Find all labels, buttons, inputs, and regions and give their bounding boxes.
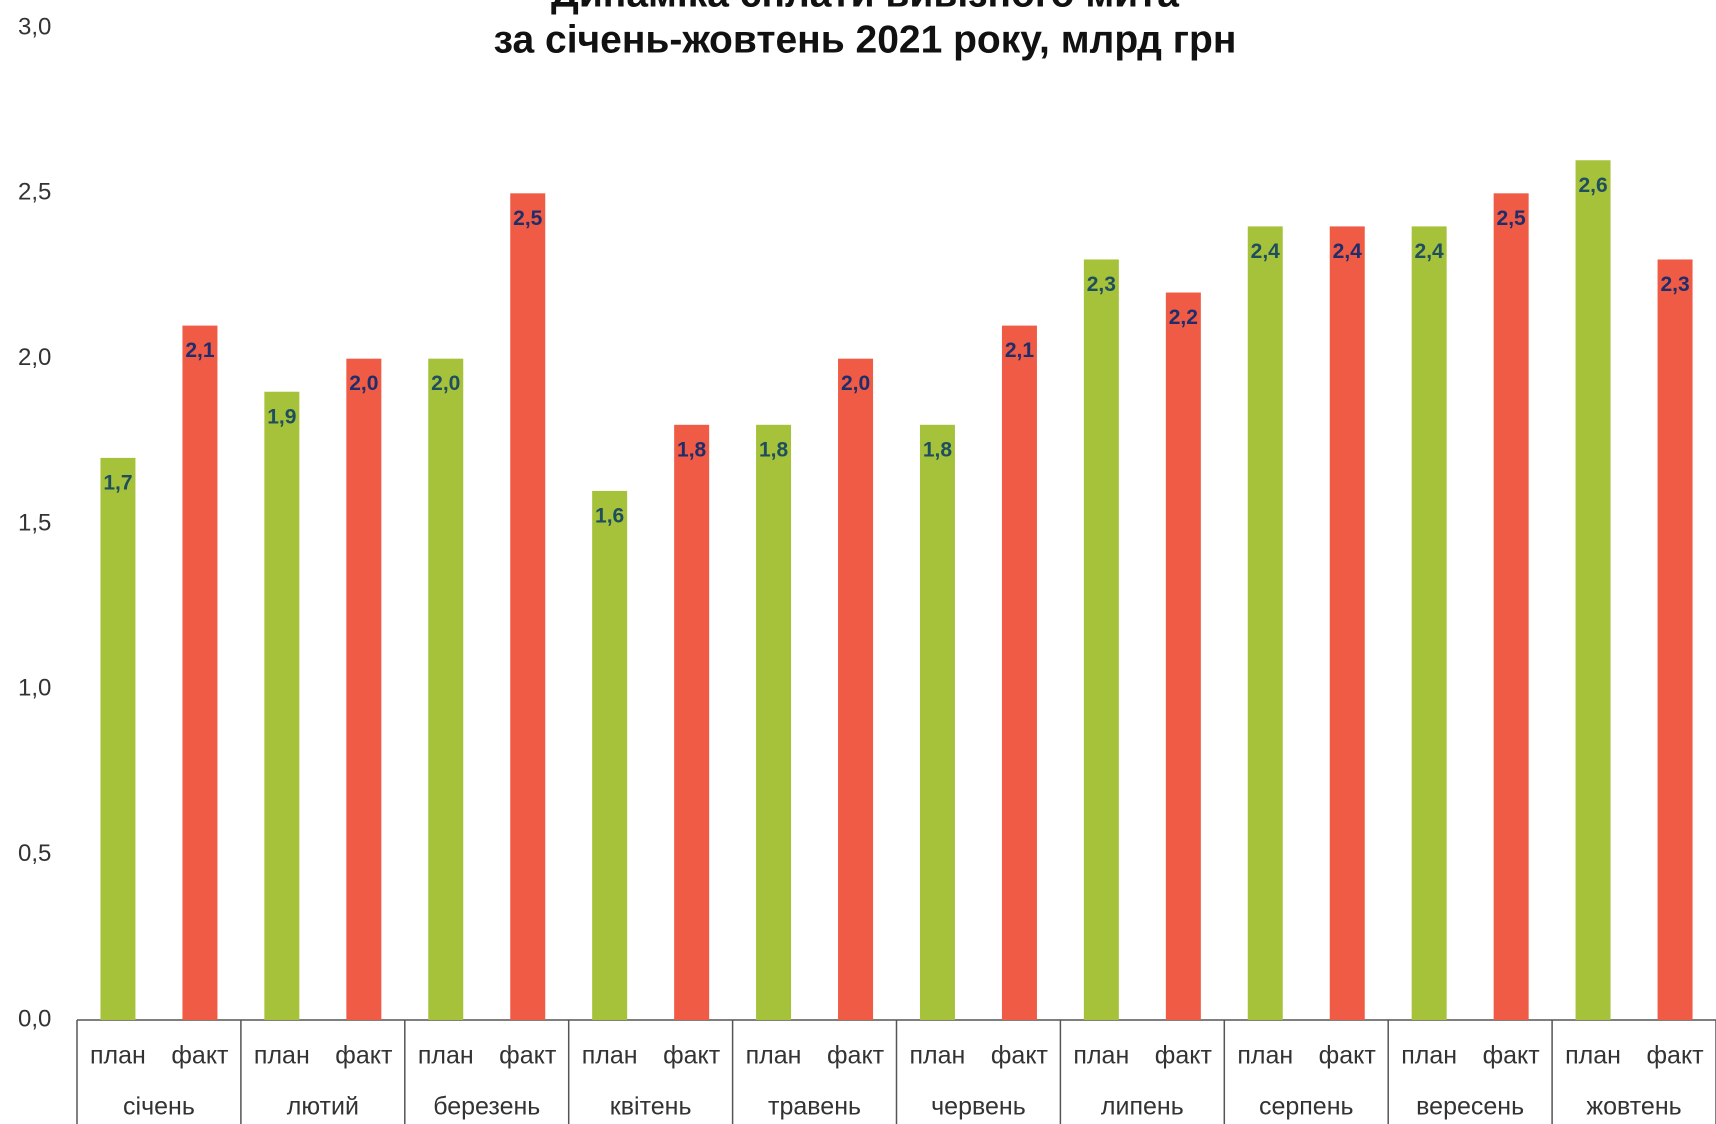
x-tick-label: травень (768, 1093, 861, 1121)
bar (1165, 292, 1201, 1020)
x-tick-label: вересень (1416, 1093, 1524, 1121)
bar (1001, 325, 1037, 1021)
series-label: план (746, 1042, 802, 1070)
bar (182, 325, 218, 1021)
value-label: 2,4 (1415, 240, 1445, 263)
chart-title: за січень-жовтень 2021 року, млрд грн (494, 18, 1237, 61)
bar (1411, 226, 1447, 1020)
series-label: факт (1155, 1042, 1213, 1070)
value-label: 2,2 (1169, 306, 1198, 329)
value-label: 1,7 (103, 471, 132, 494)
value-label: 2,5 (513, 207, 543, 230)
bar (756, 424, 792, 1020)
x-tick-label: лютий (287, 1093, 359, 1121)
series-label: факт (1646, 1042, 1704, 1070)
y-tick-label: 1,5 (18, 509, 51, 536)
series-label: план (582, 1042, 638, 1070)
series-label: план (254, 1042, 310, 1070)
y-tick-label: 0,0 (18, 1005, 51, 1032)
bar (919, 424, 955, 1020)
value-label: 2,0 (431, 372, 460, 395)
chart-title: Динаміка сплати вивізного мита (551, 0, 1179, 15)
bar (1329, 226, 1365, 1020)
series-label: факт (1319, 1042, 1377, 1070)
bar (838, 358, 874, 1021)
value-label: 1,8 (923, 438, 953, 461)
value-label: 1,9 (267, 405, 296, 428)
value-label: 2,1 (185, 339, 215, 362)
value-label: 2,0 (349, 372, 378, 395)
series-label: план (1565, 1042, 1621, 1070)
value-label: 2,5 (1497, 207, 1527, 230)
value-label: 1,6 (595, 504, 624, 527)
bar (1493, 193, 1529, 1021)
bar (346, 358, 382, 1021)
series-label: факт (335, 1042, 393, 1070)
series-label: план (1401, 1042, 1457, 1070)
x-tick-label: серпень (1259, 1093, 1354, 1121)
x-tick-label: січень (123, 1093, 195, 1121)
x-tick-label: червень (931, 1093, 1026, 1121)
bar (1575, 160, 1611, 1020)
value-label: 2,4 (1251, 240, 1281, 263)
y-tick-label: 2,0 (18, 344, 51, 371)
y-tick-label: 2,5 (18, 179, 51, 206)
series-label: факт (499, 1042, 557, 1070)
series-label: факт (991, 1042, 1049, 1070)
bar (510, 193, 546, 1021)
x-tick-label: липень (1101, 1093, 1184, 1121)
value-label: 2,3 (1660, 273, 1689, 296)
bar (264, 391, 300, 1020)
value-label: 1,8 (677, 438, 707, 461)
series-label: план (1073, 1042, 1129, 1070)
x-tick-label: жовтень (1586, 1093, 1681, 1121)
bar (592, 490, 628, 1020)
series-label: факт (171, 1042, 229, 1070)
series-label: план (90, 1042, 146, 1070)
bar (1083, 259, 1119, 1020)
y-tick-label: 0,5 (18, 840, 51, 867)
x-tick-label: березень (433, 1093, 540, 1121)
value-label: 2,0 (841, 372, 870, 395)
series-label: план (418, 1042, 474, 1070)
series-label: план (910, 1042, 966, 1070)
series-label: факт (1483, 1042, 1541, 1070)
x-tick-label: квітень (610, 1093, 692, 1121)
series-label: факт (663, 1042, 721, 1070)
value-label: 2,4 (1333, 240, 1363, 263)
y-tick-label: 1,0 (18, 675, 51, 702)
bar (428, 358, 464, 1021)
series-label: план (1237, 1042, 1293, 1070)
value-label: 2,6 (1578, 174, 1607, 197)
value-label: 2,3 (1087, 273, 1116, 296)
bar (1657, 259, 1693, 1020)
series-label: факт (827, 1042, 885, 1070)
bar (674, 424, 710, 1020)
value-label: 2,1 (1005, 339, 1035, 362)
y-tick-label: 3,0 (18, 13, 51, 40)
bar (100, 457, 136, 1020)
value-label: 1,8 (759, 438, 789, 461)
bar (1247, 226, 1283, 1020)
